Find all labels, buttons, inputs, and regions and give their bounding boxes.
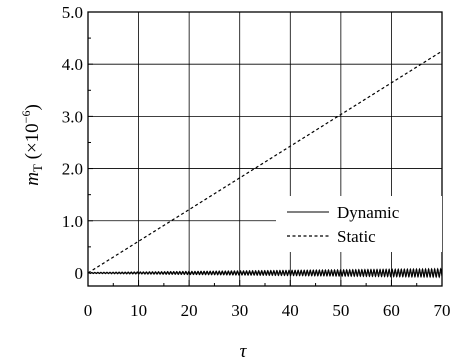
x-tick-label-0: 0: [84, 301, 93, 320]
legend-label-static: Static: [337, 227, 376, 246]
legend-box: [276, 196, 442, 252]
x-tick-label-7: 70: [434, 301, 451, 320]
legend: Dynamic Static: [276, 196, 442, 252]
y-tick-label-3: 3.0: [62, 107, 83, 126]
x-tick-label-6: 60: [383, 301, 400, 320]
x-tick-label-3: 30: [231, 301, 248, 320]
y-tick-label-0: 0: [75, 264, 84, 283]
legend-label-dynamic: Dynamic: [337, 203, 400, 222]
y-axis-unit-prefix: (×10: [22, 123, 43, 164]
y-tick-label-1: 1.0: [62, 212, 83, 231]
y-tick-label-5: 5.0: [62, 3, 83, 22]
plot-frame: [87, 11, 443, 287]
y-tick-labels: 0 1.0 2.0 3.0 4.0 5.0: [62, 3, 83, 283]
x-tick-label-2: 20: [181, 301, 198, 320]
y-axis-symbol: m: [22, 172, 43, 186]
x-tick-label-4: 40: [282, 301, 299, 320]
x-tick-label-5: 50: [332, 301, 349, 320]
series-layer: [87, 50, 443, 279]
x-axis-title: τ: [240, 341, 248, 362]
static-series-line: [87, 50, 443, 274]
y-tick-label-4: 4.0: [62, 55, 83, 74]
y-tick-label-2: 2.0: [62, 160, 83, 179]
x-tick-labels: 0 10 20 30 40 50 60 70: [84, 301, 451, 320]
y-axis-unit-suffix: ): [22, 104, 43, 110]
y-axis-subscript: T: [30, 164, 45, 172]
y-axis-title: mT (×10−6): [19, 104, 45, 186]
dynamic-series-line: [87, 267, 443, 279]
x-tick-label-1: 10: [130, 301, 147, 320]
y-axis-exponent: −6: [19, 111, 33, 124]
